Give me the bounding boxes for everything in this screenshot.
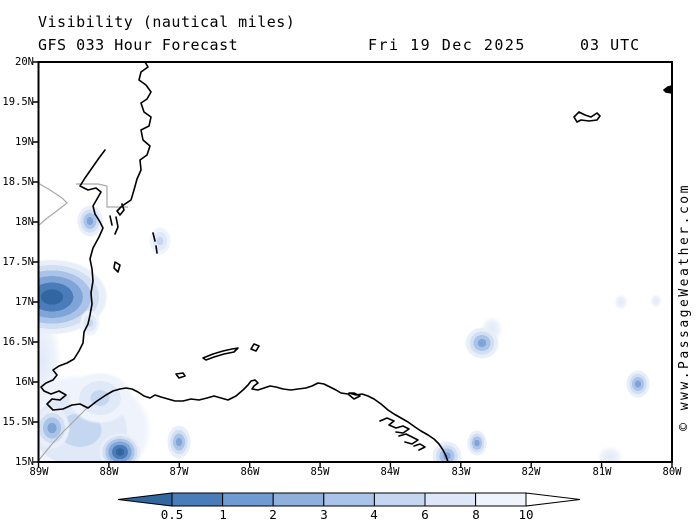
lat-label-18n: 18N <box>15 216 34 228</box>
lon-label-80w: 80W <box>662 466 682 478</box>
island-utila <box>175 372 186 379</box>
colorbar-arrow-left <box>117 492 173 507</box>
island-roatan <box>202 347 239 361</box>
lon-label-86w: 86W <box>240 466 260 478</box>
colorbar-seg-4-6 <box>373 492 426 507</box>
yucatan-belize-coast <box>116 63 152 216</box>
lon-ticks <box>37 462 673 467</box>
edge-land-fragment <box>663 85 671 94</box>
colorbar <box>117 492 581 507</box>
cb-label-6: 6 <box>421 507 429 522</box>
lon-label-84w: 84W <box>380 466 400 478</box>
mainland-honduras-coast <box>40 149 449 461</box>
cb-label-8: 8 <box>472 507 480 522</box>
turneffe-cays <box>109 215 158 254</box>
lon-label-87w: 87W <box>169 466 189 478</box>
colorbar-seg-3-4 <box>323 492 375 507</box>
forecast-date: Fri 19 Dec 2025 <box>368 36 526 54</box>
cb-label-2: 2 <box>269 507 277 522</box>
country-borders <box>39 182 128 461</box>
lon-label-83w: 83W <box>451 466 471 478</box>
forecast-subtitle: GFS 033 Hour Forecast <box>38 36 239 54</box>
caratasca-lagoon <box>379 417 410 434</box>
reef-cay <box>113 261 121 273</box>
lon-label-88w: 88W <box>99 466 119 478</box>
lat-label-20n: 20N <box>15 56 34 68</box>
passageweather-watermark: © www.PassageWeather.com <box>677 183 692 431</box>
cb-label-10: 10 <box>518 507 534 522</box>
colorbar-seg-8-10 <box>475 492 527 507</box>
forecast-time: 03 UTC <box>580 36 641 54</box>
cb-label-4: 4 <box>370 507 378 522</box>
lon-label-82w: 82W <box>521 466 541 478</box>
lat-label-17-5n: 17.5N <box>2 256 34 268</box>
coastlines <box>40 63 671 461</box>
lat-label-15-5n: 15.5N <box>2 416 34 428</box>
lat-label-18-5n: 18.5N <box>2 176 34 188</box>
island-grand-cayman <box>573 111 601 123</box>
lon-label-89w: 89W <box>29 466 49 478</box>
visibility-shading-layer <box>39 205 662 461</box>
colorbar-seg-2-3 <box>272 492 325 507</box>
lat-label-16-5n: 16.5N <box>2 336 34 348</box>
lagoon-strokes <box>398 433 426 451</box>
lat-label-19n: 19N <box>15 136 34 148</box>
lat-ticks <box>33 61 39 463</box>
lon-label-85w: 85W <box>310 466 330 478</box>
colorbar-seg-1-2 <box>222 492 274 507</box>
cb-label-1: 1 <box>219 507 227 522</box>
cb-label-0-5: 0.5 <box>160 507 184 522</box>
lat-label-16n: 16N <box>15 376 34 388</box>
colorbar-arrow-right <box>525 492 581 507</box>
lon-label-81w: 81W <box>592 466 612 478</box>
lat-label-19-5n: 19.5N <box>2 96 34 108</box>
cb-label-3: 3 <box>320 507 328 522</box>
island-guanaja <box>250 343 260 352</box>
lat-label-17n: 17N <box>15 296 34 308</box>
barrier-segment <box>114 216 119 235</box>
colorbar-seg-6-8 <box>424 492 477 507</box>
page-title: Visibility (nautical miles) <box>38 13 296 31</box>
colorbar-seg-0_5-1 <box>171 492 224 507</box>
lat-label-15n: 15N <box>15 456 34 468</box>
